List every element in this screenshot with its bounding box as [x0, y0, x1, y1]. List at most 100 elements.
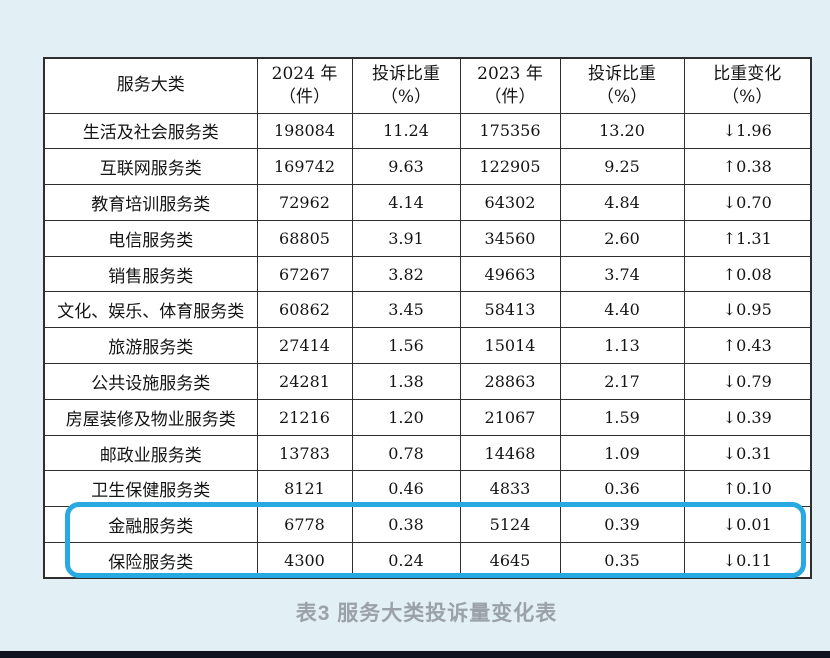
- table-row: 电信服务类 68805 3.91 34560 2.60 ↑1.31: [43, 219, 812, 257]
- col-header-2023-count: 2023 年 （件）: [459, 57, 561, 114]
- cell-category: 房屋装修及物业服务类: [43, 398, 258, 436]
- cell-change: ↓0.39: [683, 398, 812, 436]
- cell-share2024: 9.63: [351, 148, 461, 186]
- service-category-table: 服务大类 2024 年 （件） 投诉比重 （%） 2023 年 （件） 投诉比重…: [43, 57, 812, 580]
- cell-y2023: 175356: [459, 112, 561, 150]
- header-line2: （%）: [596, 86, 648, 107]
- cell-y2023: 34560: [459, 219, 561, 257]
- table-row: 旅游服务类 27414 1.56 15014 1.13 ↑0.43: [43, 327, 812, 365]
- bottom-bar: [0, 651, 830, 658]
- cell-change: ↓0.01: [683, 506, 812, 544]
- cell-share2024: 0.78: [351, 434, 461, 472]
- cell-category: 生活及社会服务类: [43, 112, 258, 150]
- cell-y2023: 4833: [459, 470, 561, 508]
- table-row: 保险服务类 4300 0.24 4645 0.35 ↓0.11: [43, 542, 812, 579]
- cell-change: ↓0.70: [683, 184, 812, 221]
- cell-change: ↓1.96: [683, 112, 812, 150]
- col-header-share-change: 比重变化 （%）: [683, 57, 812, 114]
- cell-change: ↑0.08: [683, 255, 812, 293]
- cell-y2023: 28863: [459, 363, 561, 400]
- header-line1: 投诉比重: [588, 63, 656, 84]
- cell-share2023: 1.13: [559, 327, 685, 365]
- cell-category: 教育培训服务类: [43, 184, 258, 221]
- cell-y2024: 24281: [256, 363, 353, 400]
- cell-change: ↓0.95: [683, 291, 812, 329]
- cell-share2023: 1.59: [559, 398, 685, 436]
- cell-share2024: 3.91: [351, 219, 461, 257]
- cell-y2024: 13783: [256, 434, 353, 472]
- cell-category: 电信服务类: [43, 219, 258, 257]
- header-line1: 2023 年: [477, 63, 543, 84]
- cell-category: 旅游服务类: [43, 327, 258, 365]
- table-caption: 表3 服务大类投诉量变化表: [295, 602, 558, 625]
- header-line2: （%）: [722, 86, 773, 107]
- cell-share2023: 1.09: [559, 434, 685, 472]
- table-row: 文化、娱乐、体育服务类 60862 3.45 58413 4.40 ↓0.95: [43, 291, 812, 329]
- cell-change: ↑0.43: [683, 327, 812, 365]
- cell-category: 公共设施服务类: [43, 363, 258, 400]
- cell-y2024: 21216: [256, 398, 353, 436]
- cell-share2024: 0.38: [351, 506, 461, 544]
- table-row: 公共设施服务类 24281 1.38 28863 2.17 ↓0.79: [43, 363, 812, 400]
- cell-share2023: 13.20: [559, 112, 685, 150]
- cell-share2023: 2.17: [559, 363, 685, 400]
- cell-y2024: 198084: [256, 112, 353, 150]
- header-line1: 比重变化: [713, 63, 782, 84]
- table-row: 生活及社会服务类 198084 11.24 175356 13.20 ↓1.96: [43, 112, 812, 150]
- cell-share2023: 4.40: [559, 291, 685, 329]
- table-row: 房屋装修及物业服务类 21216 1.20 21067 1.59 ↓0.39: [43, 398, 812, 436]
- cell-y2024: 72962: [256, 184, 353, 221]
- cell-y2023: 64302: [459, 184, 561, 221]
- col-header-2024-count: 2024 年 （件）: [256, 57, 353, 114]
- table-row: 教育培训服务类 72962 4.14 64302 4.84 ↓0.70: [43, 184, 812, 221]
- cell-change: ↑0.10: [683, 470, 812, 508]
- cell-share2024: 3.82: [351, 255, 461, 293]
- cell-share2024: 4.14: [351, 184, 461, 221]
- cell-change: ↓0.11: [683, 542, 812, 579]
- table-row: 互联网服务类 169742 9.63 122905 9.25 ↑0.38: [43, 148, 812, 186]
- cell-y2024: 4300: [256, 542, 353, 579]
- cell-y2024: 27414: [256, 327, 353, 365]
- cell-y2023: 21067: [459, 398, 561, 436]
- cell-category: 互联网服务类: [43, 148, 258, 186]
- cell-change: ↓0.31: [683, 434, 812, 472]
- cell-y2024: 169742: [256, 148, 353, 186]
- cell-category: 卫生保健服务类: [43, 470, 258, 508]
- header-line2: （件）: [484, 86, 536, 107]
- cell-share2023: 4.84: [559, 184, 685, 221]
- complaints-table: 服务大类 2024 年 （件） 投诉比重 （%） 2023 年 （件） 投诉比重…: [43, 57, 812, 580]
- col-header-category: 服务大类: [43, 57, 258, 114]
- cell-y2024: 67267: [256, 255, 353, 293]
- cell-category: 销售服务类: [43, 255, 258, 293]
- header-line2: （%）: [380, 86, 432, 107]
- cell-y2023: 49663: [459, 255, 561, 293]
- cell-share2023: 2.60: [559, 219, 685, 257]
- cell-share2024: 11.24: [351, 112, 461, 150]
- cell-share2023: 0.36: [559, 470, 685, 508]
- cell-change: ↓0.79: [683, 363, 812, 400]
- cell-share2023: 0.35: [559, 542, 685, 579]
- col-header-2024-share: 投诉比重 （%）: [351, 57, 461, 114]
- cell-share2024: 0.46: [351, 470, 461, 508]
- cell-y2023: 122905: [459, 148, 561, 186]
- cell-share2023: 3.74: [559, 255, 685, 293]
- cell-y2024: 68805: [256, 219, 353, 257]
- col-header-2023-share: 投诉比重 （%）: [559, 57, 685, 114]
- cell-share2024: 3.45: [351, 291, 461, 329]
- header-line1: 服务大类: [116, 75, 185, 96]
- table-row: 卫生保健服务类 8121 0.46 4833 0.36 ↑0.10: [43, 470, 812, 508]
- cell-change: ↑1.31: [683, 219, 812, 257]
- cell-y2024: 60862: [256, 291, 353, 329]
- header-line2: （件）: [279, 86, 330, 107]
- table-row: 邮政业服务类 13783 0.78 14468 1.09 ↓0.31: [43, 434, 812, 472]
- header-line1: 2024 年: [271, 63, 338, 84]
- cell-y2023: 4645: [459, 542, 561, 579]
- cell-change: ↑0.38: [683, 148, 812, 186]
- cell-category: 金融服务类: [43, 506, 258, 544]
- cell-category: 文化、娱乐、体育服务类: [43, 291, 258, 329]
- cell-category: 邮政业服务类: [43, 434, 258, 472]
- cell-y2023: 15014: [459, 327, 561, 365]
- table-row: 金融服务类 6778 0.38 5124 0.39 ↓0.01: [43, 506, 812, 544]
- cell-y2024: 6778: [256, 506, 353, 544]
- cell-share2024: 0.24: [351, 542, 461, 579]
